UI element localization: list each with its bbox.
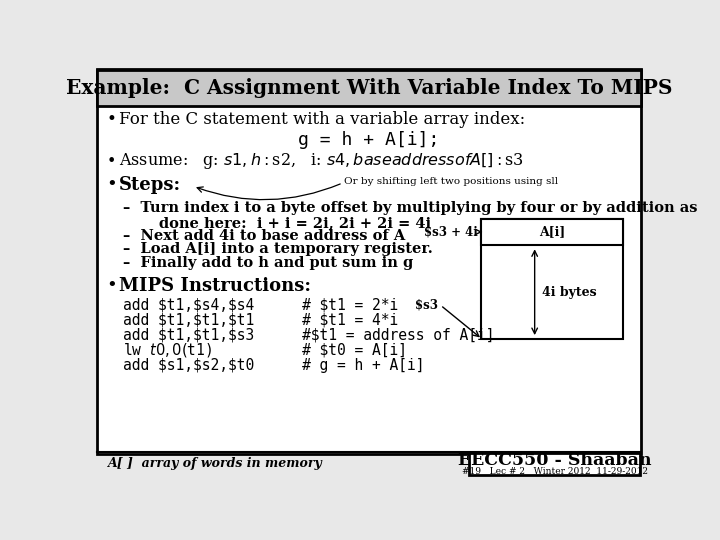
Text: 4i bytes: 4i bytes [541, 286, 596, 299]
Bar [481, 219, 623, 339]
Text: –  Next add 4i to base address of A: – Next add 4i to base address of A [124, 229, 406, 243]
Text: A[ ]  array of words in memory: A[ ] array of words in memory [108, 457, 323, 470]
Bar [96, 70, 642, 106]
Text: EECC550 - Shaaban: EECC550 - Shaaban [458, 452, 652, 469]
Text: # $t1 = 4*i: # $t1 = 4*i [302, 313, 398, 328]
Text: #$t1 = address of A[i]: #$t1 = address of A[i] [302, 328, 495, 342]
Text: Steps:: Steps: [119, 176, 181, 193]
Text: Example:  C Assignment With Variable Index To MIPS: Example: C Assignment With Variable Inde… [66, 78, 672, 98]
Text: # g = h + A[i]: # g = h + A[i] [302, 357, 425, 373]
Text: add $t1,$s4,$s4: add $t1,$s4,$s4 [124, 298, 255, 313]
Text: –  Turn index i to a byte offset by multiplying by four or by addition as: – Turn index i to a byte offset by multi… [124, 201, 698, 215]
Text: –  Load A[i] into a temporary register.: – Load A[i] into a temporary register. [124, 242, 433, 256]
Text: MIPS Instructions:: MIPS Instructions: [119, 277, 311, 295]
Text: A[i]: A[i] [539, 225, 565, 239]
Text: Or by shifting left two positions using sll: Or by shifting left two positions using … [344, 177, 558, 186]
Text: add $s1,$s2,$t0: add $s1,$s2,$t0 [124, 357, 255, 373]
Text: $s3: $s3 [415, 299, 438, 312]
Bar [481, 219, 623, 245]
Bar [96, 70, 642, 106]
Text: add $t1,$t1,$t1: add $t1,$t1,$t1 [124, 313, 255, 328]
Text: #19   Lec # 2   Winter 2012  11-29-2012: #19 Lec # 2 Winter 2012 11-29-2012 [462, 467, 647, 476]
Text: $s3 + 4i: $s3 + 4i [424, 225, 478, 239]
Bar [469, 453, 639, 475]
Text: •: • [107, 277, 117, 295]
Text: lw $t0,0($t1): lw $t0,0($t1) [124, 341, 213, 359]
Text: done here:  i + i = 2i, 2i + 2i = 4i: done here: i + i = 2i, 2i + 2i = 4i [124, 216, 431, 230]
Text: # $t1 = 2*i: # $t1 = 2*i [302, 298, 398, 313]
Text: add $t1,$t1,$s3: add $t1,$t1,$s3 [124, 328, 255, 342]
Text: g = h + A[i];: g = h + A[i]; [298, 131, 440, 149]
Text: Assume:   g: $s1,   h: $s2,   i: $s4,   base address of A[ ]: $s3: Assume: g: $s1, h: $s2, i: $s4, base add… [119, 151, 524, 171]
Text: –  Finally add to h and put sum in g: – Finally add to h and put sum in g [124, 256, 414, 269]
Text: # $t0 = A[i]: # $t0 = A[i] [302, 342, 407, 357]
Text: •: • [107, 153, 116, 170]
Text: •: • [107, 176, 117, 193]
Text: •: • [107, 111, 117, 128]
Text: For the C statement with a variable array index:: For the C statement with a variable arra… [119, 111, 526, 128]
